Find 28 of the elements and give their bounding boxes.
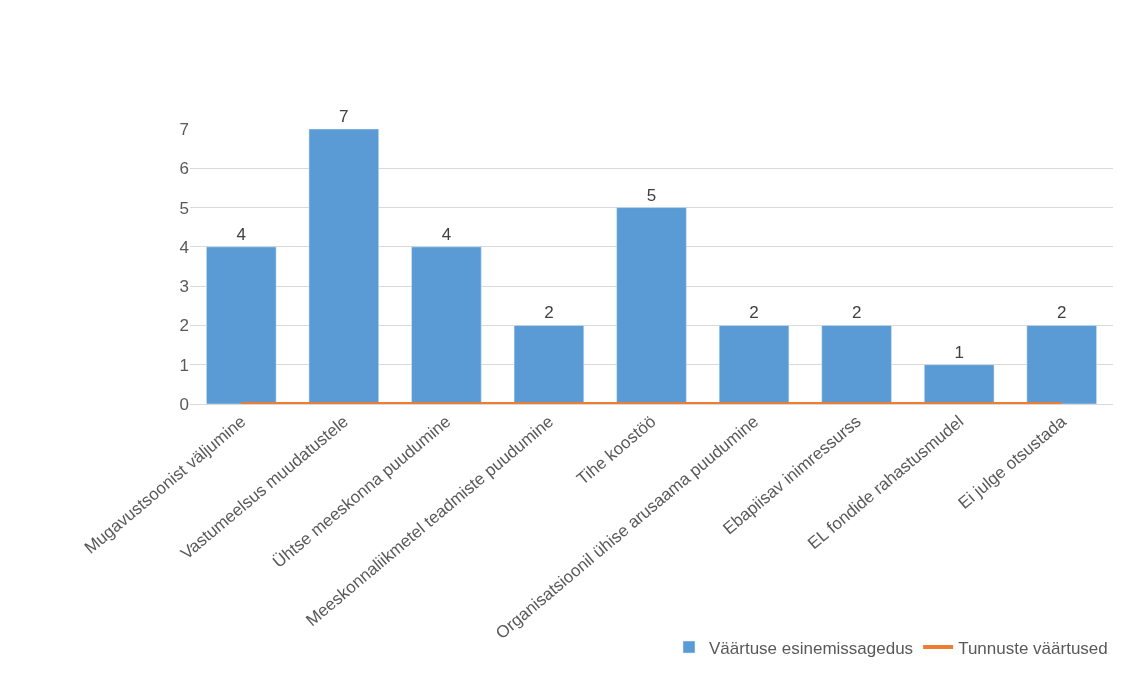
y-tick-label: 3 xyxy=(179,277,189,297)
bar xyxy=(308,129,379,404)
bar xyxy=(513,325,585,404)
legend-label: Väärtuse esinemissagedus xyxy=(709,638,914,658)
bar xyxy=(718,325,790,404)
y-tick-label: 7 xyxy=(179,119,189,139)
data-label: 2 xyxy=(851,303,862,323)
bar xyxy=(1026,325,1097,404)
y-tick-label: 4 xyxy=(179,237,189,257)
y-tick-label: 6 xyxy=(179,159,189,179)
data-label: 2 xyxy=(544,303,554,323)
data-label: 2 xyxy=(1056,303,1067,323)
y-tick-label: 2 xyxy=(179,316,189,336)
data-label: 5 xyxy=(646,185,657,205)
y-tick-label: 1 xyxy=(179,355,189,375)
bar xyxy=(821,325,892,404)
y-tick-label: 0 xyxy=(179,394,189,414)
bar xyxy=(411,246,482,404)
data-label: 4 xyxy=(441,224,452,244)
bar xyxy=(206,246,277,404)
bar xyxy=(924,364,995,404)
data-label: 4 xyxy=(236,224,247,244)
y-tick-label: 5 xyxy=(179,198,189,218)
bar xyxy=(616,207,687,404)
legend-label: Tunnuste väärtused xyxy=(958,638,1108,658)
data-label: 1 xyxy=(954,342,964,362)
data-label: 7 xyxy=(339,107,349,126)
data-label: 2 xyxy=(749,303,759,323)
